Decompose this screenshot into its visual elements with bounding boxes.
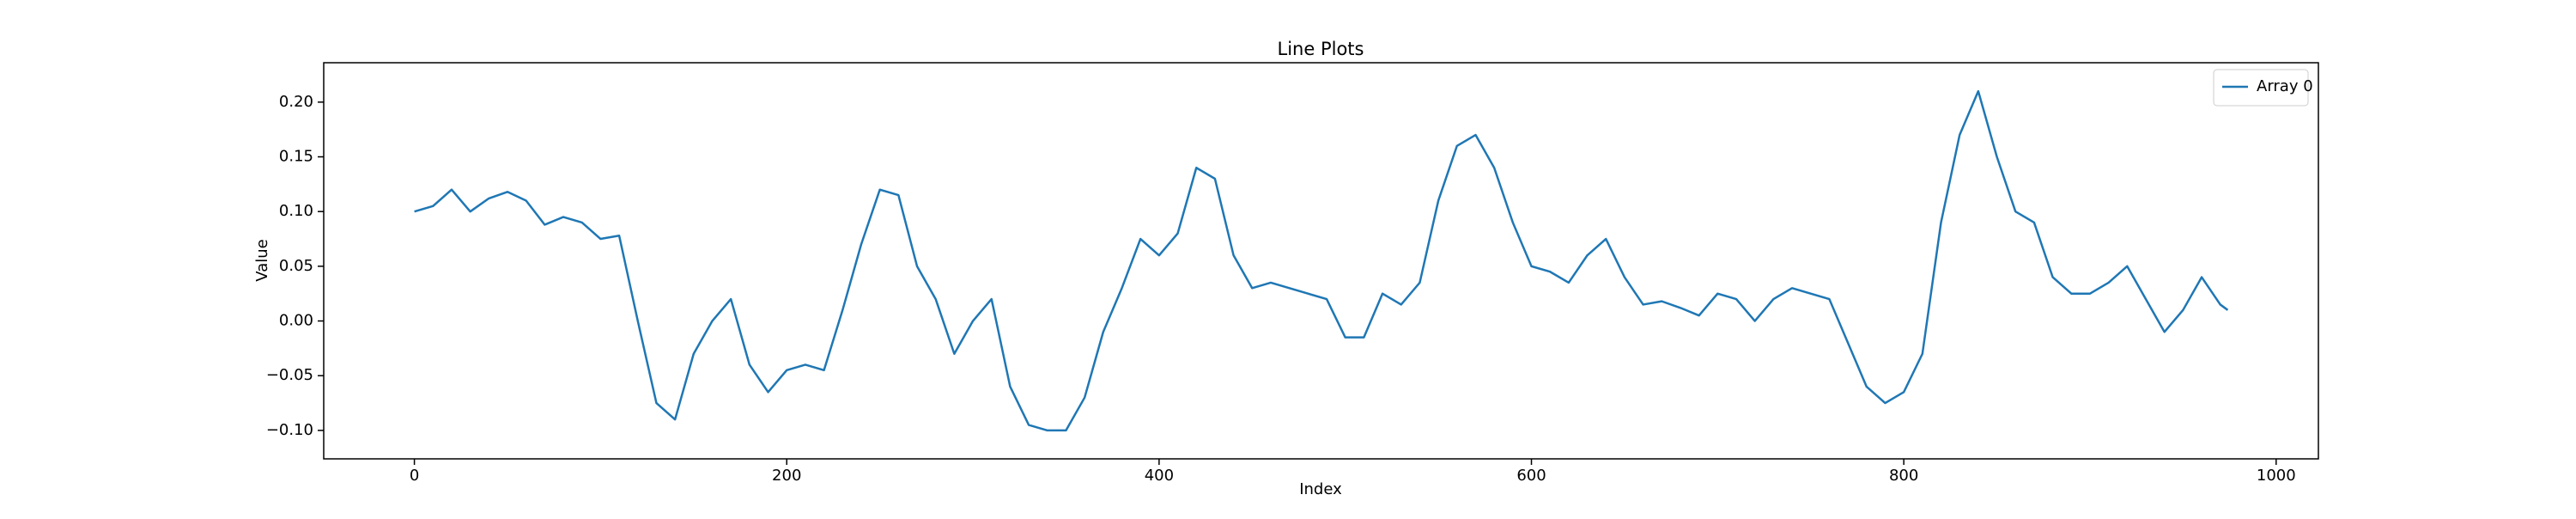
y-axis-label: Value	[253, 239, 271, 281]
plot-frame	[323, 62, 2319, 460]
x-axis-label: Index	[1299, 480, 1342, 498]
y-tick-label: 0.10	[279, 202, 313, 220]
x-tick-label: 800	[1889, 467, 1918, 485]
y-tick-label: 0.05	[279, 257, 313, 275]
legend-box	[2213, 69, 2309, 107]
chart-title: Line Plots	[1278, 39, 1364, 59]
y-tick-label: 0.20	[279, 93, 313, 111]
x-tick-label: 600	[1516, 467, 1546, 485]
x-tick-label: 200	[772, 467, 801, 485]
x-tick-label: 0	[410, 467, 419, 485]
y-tick-label: −0.05	[266, 366, 313, 384]
x-tick-label: 1000	[2257, 467, 2296, 485]
y-tick-label: 0.00	[279, 312, 313, 330]
x-tick-label: 400	[1145, 467, 1174, 485]
y-tick-label: −0.10	[266, 421, 313, 439]
y-tick-label: 0.15	[279, 148, 313, 166]
legend-label: Array 0	[2257, 77, 2313, 95]
data-line	[414, 89, 2229, 432]
